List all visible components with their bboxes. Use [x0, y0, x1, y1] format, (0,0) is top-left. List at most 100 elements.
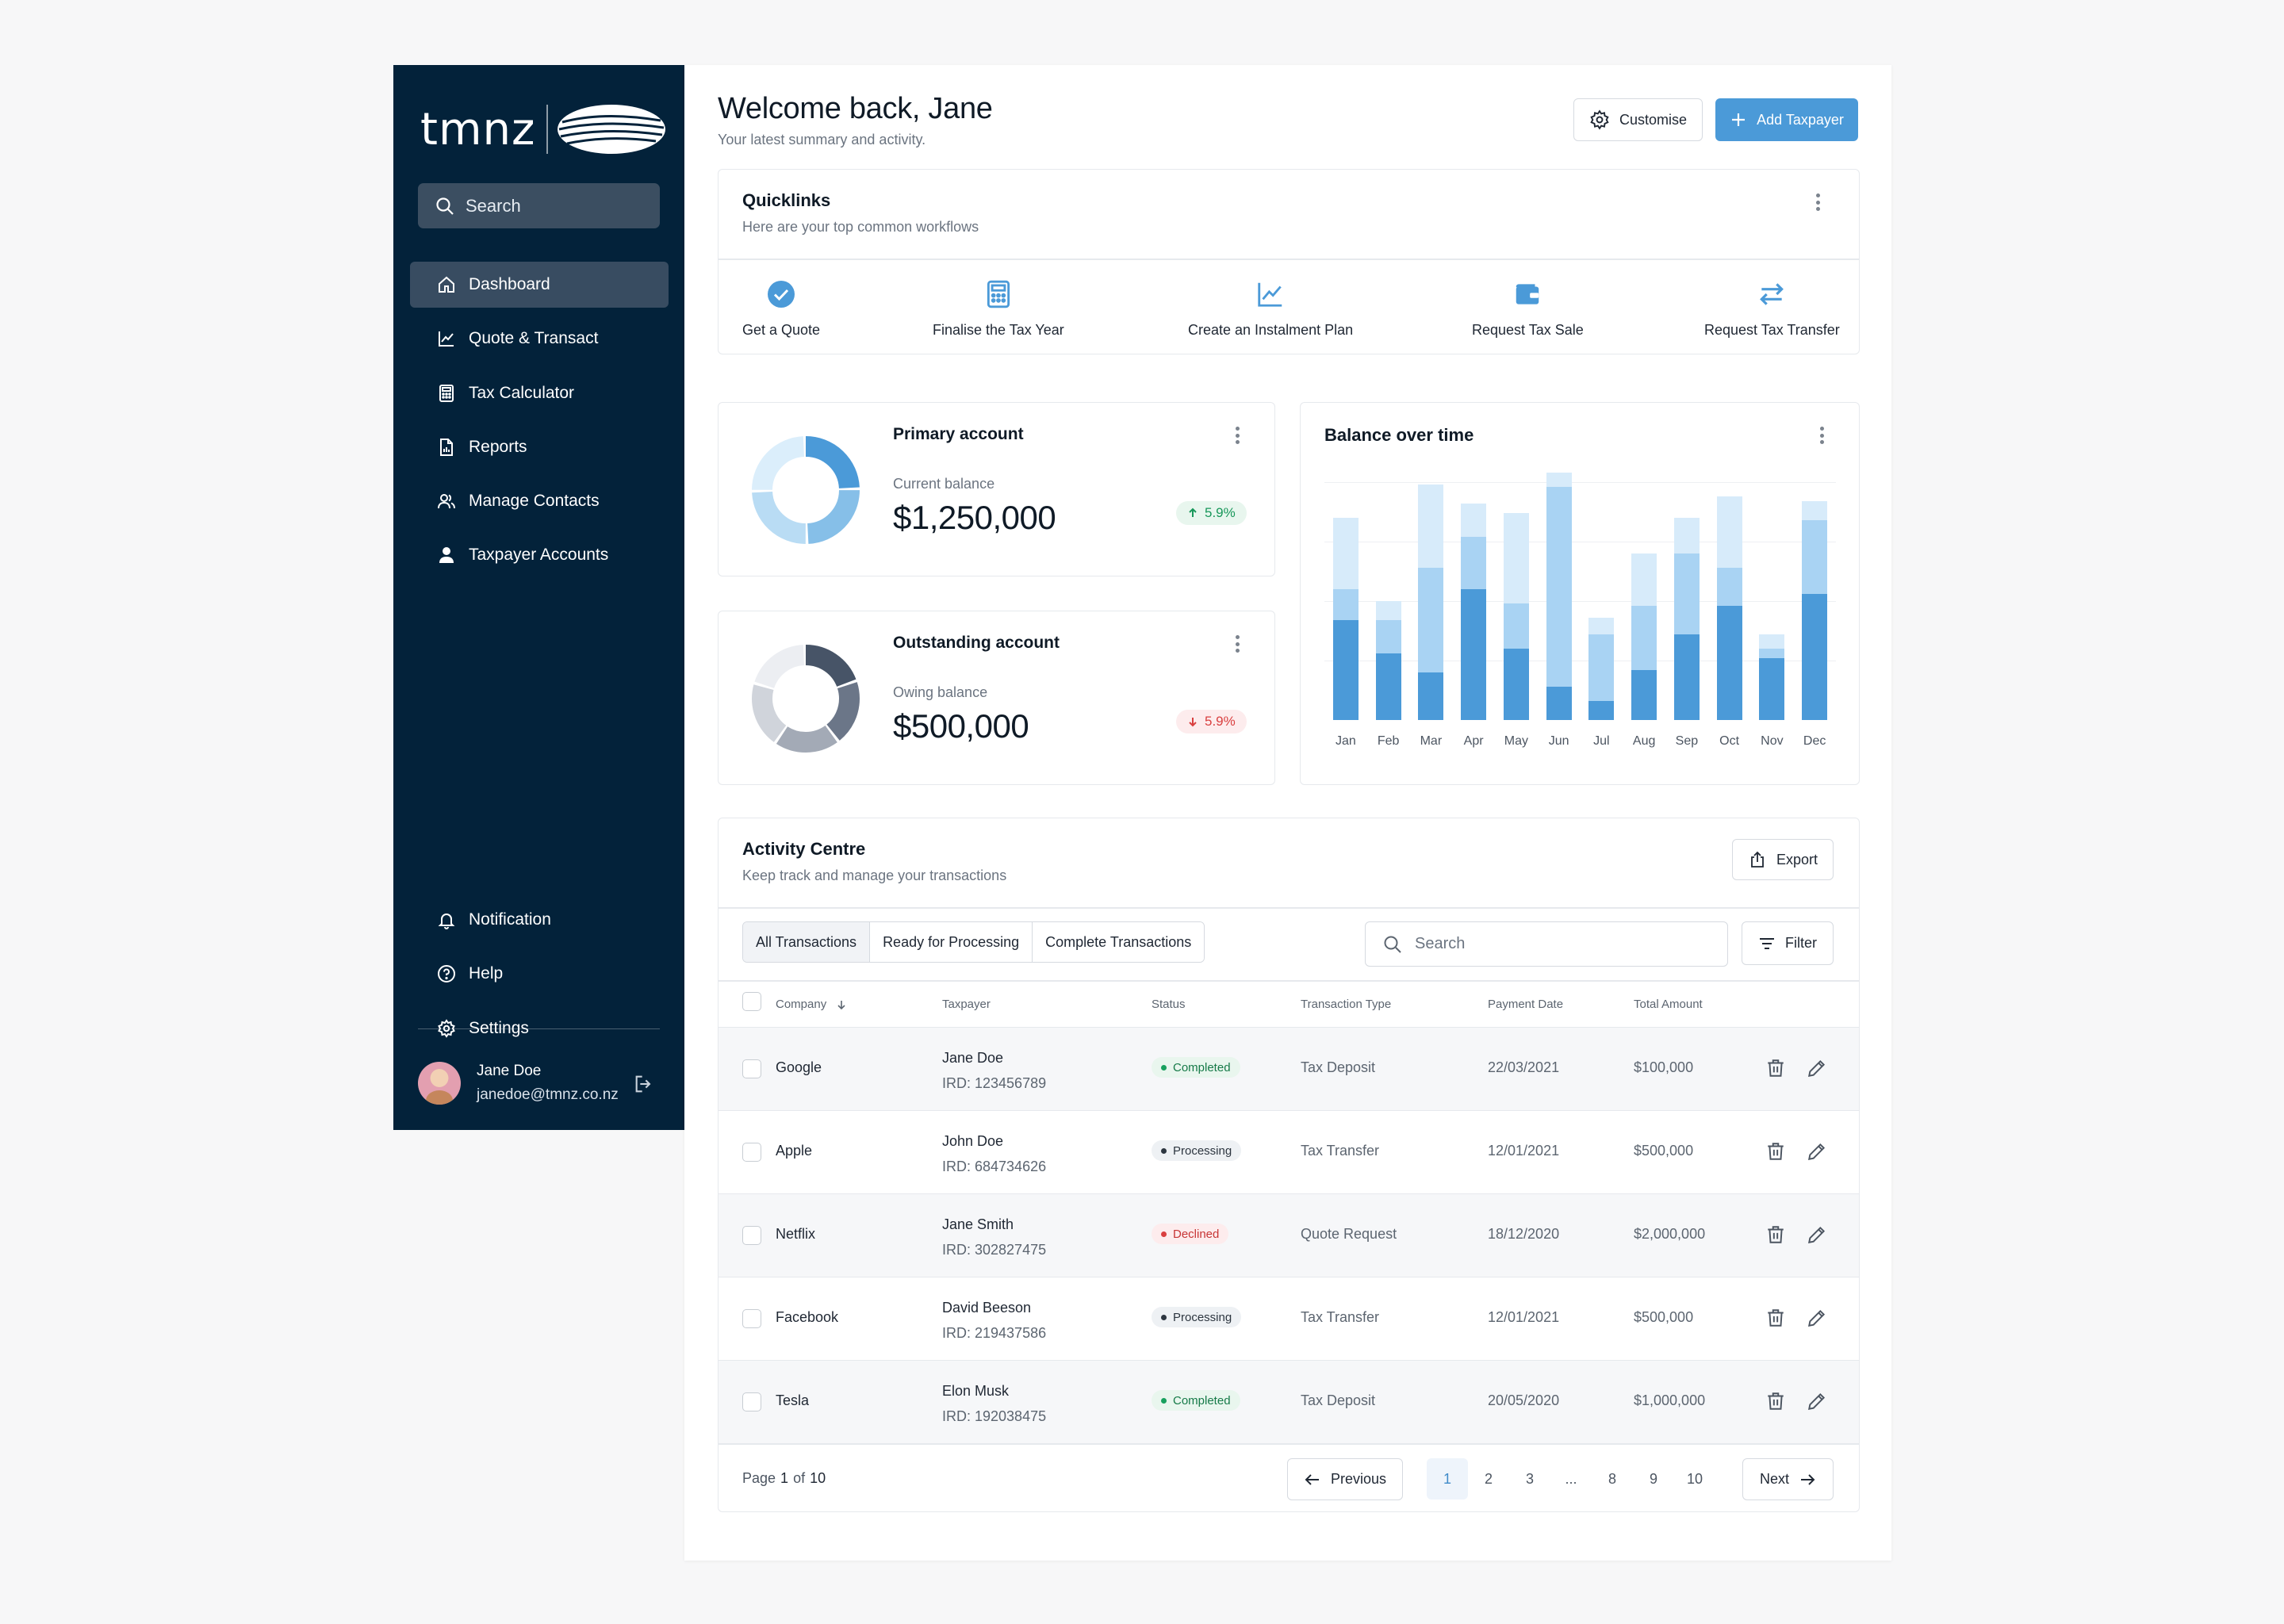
table-row[interactable]: Tesla Elon Musk IRD: 192038475 Completed… — [719, 1360, 1859, 1443]
bar-nov-series-1[interactable] — [1759, 658, 1785, 720]
sidebar-item-reports[interactable]: Reports — [410, 424, 669, 470]
sidebar-item-notification[interactable]: Notification — [410, 897, 669, 943]
table-row[interactable]: Google Jane Doe IRD: 123456789 Completed… — [719, 1027, 1859, 1110]
bar-jun-series-3[interactable] — [1546, 473, 1572, 487]
table-row[interactable]: Apple John Doe IRD: 684734626 Processing… — [719, 1110, 1859, 1193]
bar-dec-series-2[interactable] — [1802, 520, 1828, 594]
row-checkbox[interactable] — [742, 1059, 761, 1078]
more-options-icon[interactable] — [1814, 192, 1822, 213]
page-button[interactable]: 10 — [1686, 1470, 1703, 1487]
quicklink-finalise-tax-year[interactable]: Finalise the Tax Year — [933, 279, 1064, 339]
page-button[interactable]: 1 — [1427, 1458, 1468, 1500]
sidebar-item-help[interactable]: Help — [410, 951, 669, 997]
more-options-icon[interactable] — [1818, 425, 1826, 446]
page-button[interactable]: 2 — [1484, 1470, 1493, 1487]
bar-jan-series-3[interactable] — [1332, 518, 1359, 589]
page-button[interactable]: 9 — [1649, 1470, 1657, 1487]
quicklink-get-a-quote[interactable]: Get a Quote — [742, 279, 820, 339]
bar-jul-series-1[interactable] — [1588, 701, 1615, 720]
bar-may-series-3[interactable] — [1503, 513, 1529, 603]
bar-sep-series-3[interactable] — [1673, 518, 1700, 553]
balance-change-value: 5.9% — [1205, 714, 1236, 729]
bar-nov-series-2[interactable] — [1759, 649, 1785, 658]
sidebar-item-taxpayer-accounts[interactable]: Taxpayer Accounts — [410, 532, 669, 578]
quicklink-create-instalment-plan[interactable]: Create an Instalment Plan — [1188, 279, 1353, 339]
bar-feb-series-2[interactable] — [1375, 620, 1401, 653]
bar-jan-series-1[interactable] — [1332, 620, 1359, 720]
customise-button[interactable]: Customise — [1573, 98, 1703, 141]
bar-apr-series-2[interactable] — [1461, 537, 1487, 589]
table-row[interactable]: Netflix Jane Smith IRD: 302827475 Declin… — [719, 1193, 1859, 1277]
sidebar-item-quote-transact[interactable]: Quote & Transact — [410, 316, 669, 362]
bar-oct-series-3[interactable] — [1716, 496, 1742, 568]
tab-all-transactions[interactable]: All Transactions — [743, 922, 870, 962]
avatar[interactable] — [418, 1062, 461, 1105]
bar-mar-series-2[interactable] — [1418, 568, 1444, 672]
brand-logo[interactable]: tmnz — [420, 103, 667, 155]
bar-mar-series-1[interactable] — [1418, 672, 1444, 720]
sidebar-item-dashboard[interactable]: Dashboard — [410, 262, 669, 308]
bar-aug-series-1[interactable] — [1631, 670, 1657, 720]
sidebar-item-manage-contacts[interactable]: Manage Contacts — [410, 478, 669, 524]
trash-icon[interactable] — [1765, 1308, 1786, 1328]
row-checkbox[interactable] — [742, 1392, 761, 1411]
bar-dec-series-1[interactable] — [1802, 594, 1828, 720]
bar-may-series-2[interactable] — [1503, 603, 1529, 649]
bar-jul-series-2[interactable] — [1588, 634, 1615, 701]
previous-page-button[interactable]: Previous — [1287, 1458, 1403, 1500]
bar-oct-series-1[interactable] — [1716, 606, 1742, 720]
bar-apr-series-1[interactable] — [1461, 589, 1487, 720]
bar-aug-series-3[interactable] — [1631, 553, 1657, 606]
more-options-icon[interactable] — [1233, 634, 1241, 654]
bar-jan-series-2[interactable] — [1332, 589, 1359, 620]
bar-jun-series-2[interactable] — [1546, 487, 1572, 687]
bar-mar-series-3[interactable] — [1418, 485, 1444, 568]
bar-nov-series-3[interactable] — [1759, 634, 1785, 649]
bar-jun-series-1[interactable] — [1546, 687, 1572, 720]
status-badge: Declined — [1152, 1224, 1229, 1244]
bar-sep-series-2[interactable] — [1673, 553, 1700, 634]
bar-jul-series-3[interactable] — [1588, 618, 1615, 634]
pencil-icon[interactable] — [1807, 1058, 1827, 1078]
quicklink-request-tax-sale[interactable]: Request Tax Sale — [1472, 279, 1584, 339]
quicklink-request-tax-transfer[interactable]: Request Tax Transfer — [1704, 279, 1840, 339]
sidebar-search[interactable]: Search — [418, 183, 660, 228]
pencil-icon[interactable] — [1807, 1308, 1827, 1328]
row-checkbox[interactable] — [742, 1143, 761, 1162]
pencil-icon[interactable] — [1807, 1391, 1827, 1411]
bar-oct-series-2[interactable] — [1716, 568, 1742, 606]
trash-icon[interactable] — [1765, 1224, 1786, 1245]
trash-icon[interactable] — [1765, 1058, 1786, 1078]
bar-may-series-1[interactable] — [1503, 649, 1529, 720]
row-checkbox[interactable] — [742, 1309, 761, 1328]
tab-complete-transactions[interactable]: Complete Transactions — [1032, 922, 1205, 962]
logout-icon[interactable] — [633, 1073, 655, 1095]
page-button[interactable]: 3 — [1525, 1470, 1534, 1487]
bar-dec-series-3[interactable] — [1802, 501, 1828, 520]
bar-feb-series-1[interactable] — [1375, 653, 1401, 720]
current-balance-label: Current balance — [893, 476, 995, 492]
sidebar-item-tax-calculator[interactable]: Tax Calculator — [410, 370, 669, 416]
row-checkbox[interactable] — [742, 1226, 761, 1245]
page-button[interactable]: 8 — [1608, 1470, 1616, 1487]
add-taxpayer-button[interactable]: Add Taxpayer — [1715, 98, 1858, 141]
bar-feb-series-3[interactable] — [1375, 601, 1401, 620]
trash-icon[interactable] — [1765, 1141, 1786, 1162]
pencil-icon[interactable] — [1807, 1224, 1827, 1245]
user-profile[interactable]: Jane Doe janedoe@tmnz.co.nz — [418, 1055, 660, 1111]
column-header-company[interactable]: Company — [776, 998, 847, 1011]
tab-ready-for-processing[interactable]: Ready for Processing — [869, 922, 1033, 962]
bar-sep-series-1[interactable] — [1673, 634, 1700, 720]
table-row[interactable]: Facebook David Beeson IRD: 219437586 Pro… — [719, 1277, 1859, 1360]
next-page-button[interactable]: Next — [1742, 1458, 1834, 1500]
bar-apr-series-3[interactable] — [1461, 504, 1487, 537]
bar-aug-series-2[interactable] — [1631, 606, 1657, 670]
filter-button[interactable]: Filter — [1742, 921, 1834, 965]
export-button[interactable]: Export — [1732, 839, 1834, 880]
transaction-search-input[interactable]: Search — [1365, 921, 1728, 967]
select-all-checkbox[interactable] — [742, 992, 761, 1011]
pencil-icon[interactable] — [1807, 1141, 1827, 1162]
trash-icon[interactable] — [1765, 1391, 1786, 1411]
more-options-icon[interactable] — [1233, 425, 1241, 446]
sidebar-item-settings[interactable]: Settings — [410, 1005, 669, 1051]
